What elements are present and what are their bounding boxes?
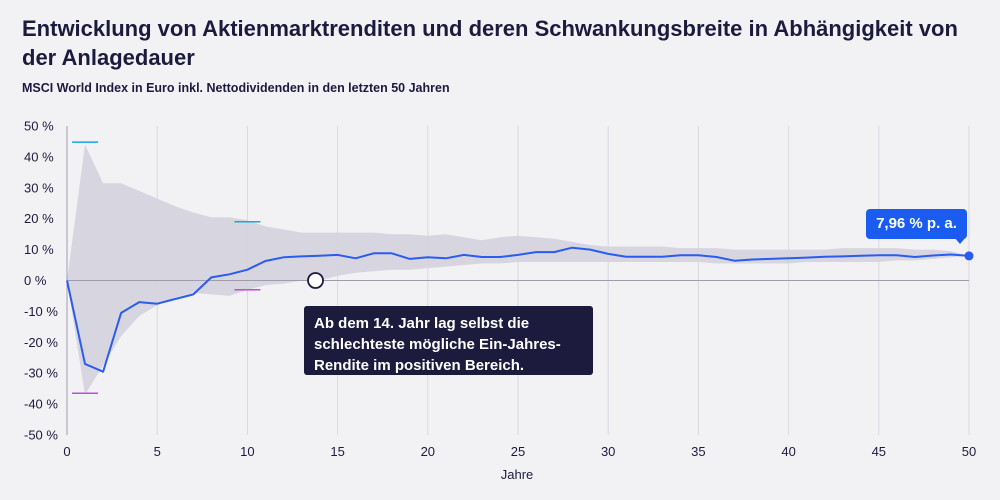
y-tick-label: 40 %: [24, 149, 54, 164]
x-tick-label: 5: [154, 444, 161, 459]
end-value-label: 7,96 % p. a.: [866, 209, 967, 239]
x-tick-label: 25: [511, 444, 525, 459]
series-layer: [66, 246, 974, 373]
x-tick-label: 40: [781, 444, 795, 459]
y-tick-label: -10 %: [24, 304, 58, 319]
x-tick-label: 45: [872, 444, 886, 459]
x-tick-label: 0: [63, 444, 70, 459]
x-tick-label: 50: [962, 444, 976, 459]
min-max-markers: [72, 141, 261, 395]
highlight-circle: [307, 272, 324, 289]
chart-subtitle: MSCI World Index in Euro inkl. Nettodivi…: [22, 81, 450, 95]
y-tick-label: 50 %: [24, 119, 54, 134]
y-tick-label: -50 %: [24, 428, 58, 443]
tick-labels: -50 % -40 % -30 % -20 % -10 % 0 % 10 % 20 % 30 %…: [24, 119, 976, 460]
y-tick-label: -20 %: [24, 335, 58, 350]
x-tick-label: 35: [691, 444, 705, 459]
x-tick-label: 10: [240, 444, 254, 459]
x-tick-label: 20: [421, 444, 435, 459]
y-tick-label: 20 %: [24, 211, 54, 226]
x-tick-label: 15: [330, 444, 344, 459]
y-tick-label: -40 %: [24, 397, 58, 412]
x-tick-label: 30: [601, 444, 615, 459]
chart-title: Entwicklung von Aktienmarktrenditen und …: [22, 16, 958, 70]
annotation-callout: Ab dem 14. Jahr lag selbst die schlechte…: [304, 306, 593, 375]
y-tick-label: 30 %: [24, 180, 54, 195]
y-tick-label: 10 %: [24, 242, 54, 257]
x-axis-title: Jahre: [501, 467, 534, 482]
y-tick-label: -30 %: [24, 366, 58, 381]
end-value-label-pointer: [954, 237, 966, 244]
end-point: [964, 251, 974, 261]
y-tick-label: 0 %: [24, 273, 47, 288]
